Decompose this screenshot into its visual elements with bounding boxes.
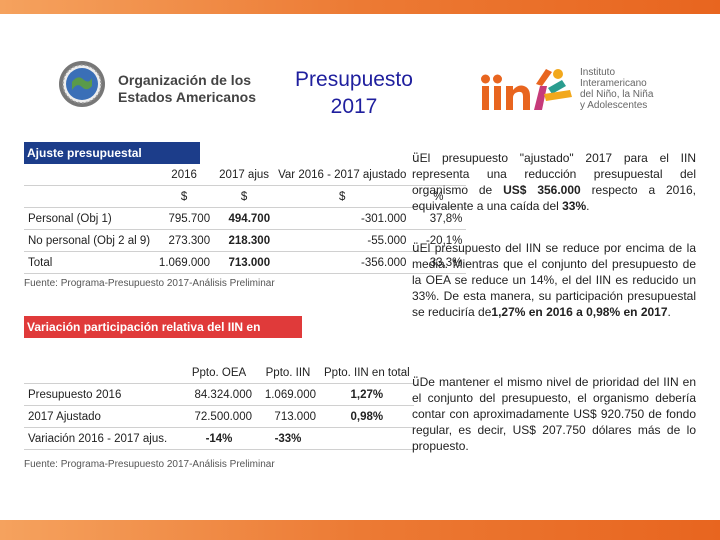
table-cell: 72.500.000 — [182, 405, 256, 428]
table-cell: 218.300 — [214, 229, 275, 252]
table-row: 2017 Ajustado 72.500.000 713.000 0,98% — [24, 405, 414, 428]
table-cell: $ — [274, 185, 411, 208]
iin-name-line: Instituto — [580, 67, 616, 78]
table-cell: 33,3% — [410, 251, 467, 274]
table-cell: 37,8% — [410, 207, 467, 230]
table-cell: -20,1% — [410, 229, 467, 252]
table-header-cell — [24, 362, 182, 384]
table-cell: Personal (Obj 1) — [24, 207, 155, 230]
table-cell: 273.300 — [154, 229, 215, 252]
iin-name-line: del Niño, la Niña — [580, 89, 654, 100]
table-header-cell: 2016 — [154, 164, 215, 186]
table-cell: 0,98% — [320, 405, 414, 428]
bullet-bold-text: 1,27% en 2016 a 0,98% en 2017 — [491, 305, 668, 319]
table-cell: % — [410, 185, 467, 208]
iin-logo — [481, 69, 572, 110]
table1-title: Ajuste presupuestal propuesto — [24, 142, 200, 182]
table2-source: Fuente: Programa-Presupuesto 2017-Anális… — [24, 459, 275, 470]
iin-name-line: Interamericano — [580, 78, 647, 89]
budget-adjustment-table: 2016 2017 ajus Var 2016 - 2017 ajustado … — [24, 164, 467, 274]
table-header-cell: Ppto. IIN en total — [320, 362, 414, 384]
title-line2: 2017 — [330, 95, 378, 118]
bullet-bold-text: US$ 356.000 — [503, 183, 581, 197]
table-cell: Presupuesto 2016 — [24, 383, 182, 406]
table-header-row: 2016 2017 ajus Var 2016 - 2017 ajustado — [24, 164, 467, 186]
table-cell: -356.000 — [274, 251, 411, 274]
bullet-point-2: üEl presupuesto del IIN se reduce por en… — [412, 240, 696, 320]
table-header-cell: Var 2016 - 2017 ajustado — [274, 164, 411, 186]
iin-name-line: y Adolescentes — [580, 100, 648, 111]
table-cell: Variación 2016 - 2017 ajus. — [24, 427, 182, 450]
bullet-text: . — [586, 199, 590, 213]
bullet-bold-text: 33% — [562, 199, 587, 213]
table-cell: 713.000 — [256, 405, 320, 428]
table-row: Presupuesto 2016 84.324.000 1.069.000 1,… — [24, 383, 414, 406]
bullet-text: De mantener el mismo nivel de prioridad … — [412, 375, 696, 453]
table-row: Total 1.069.000 713.000 -356.000 33,3% — [24, 251, 467, 274]
table-row: No personal (Obj 2 al 9) 273.300 218.300… — [24, 229, 467, 252]
table-cell: 1.069.000 — [154, 251, 215, 274]
table-cell: 795.700 — [154, 207, 215, 230]
bullet-text: respecto a 2016, equivalente a una caída… — [412, 183, 697, 213]
table-cell: $ — [214, 185, 275, 208]
oea-seal-logo — [59, 61, 105, 107]
check-icon: ü — [412, 151, 420, 165]
table-cell: No personal (Obj 2 al 9) — [24, 229, 155, 252]
table-header-cell: 2017 ajus — [214, 164, 275, 186]
table-header-cell — [410, 164, 467, 186]
bullet-text: El presupuesto "ajustado" 2017 para el I… — [412, 151, 696, 197]
table-cell: -301.000 — [274, 207, 411, 230]
table-row: Variación 2016 - 2017 ajus. -14% -33% — [24, 427, 414, 450]
table-cell: 84.324.000 — [182, 383, 256, 406]
table-row: Personal (Obj 1) 795.700 494.700 -301.00… — [24, 207, 467, 230]
table-header-cell: Ppto. IIN — [256, 362, 320, 384]
table-cell — [320, 427, 414, 450]
table-cell: 2017 Ajustado — [24, 405, 182, 428]
oea-name: Organización de los Estados Americanos — [118, 72, 256, 106]
title-line1: Presupuesto — [295, 68, 413, 91]
table-header-row: Ppto. OEA Ppto. IIN Ppto. IIN en total — [24, 362, 414, 384]
table-cell: 494.700 — [214, 207, 275, 230]
table-cell: 1.069.000 — [256, 383, 320, 406]
iin-name: Instituto Interamericano del Niño, la Ni… — [580, 67, 653, 111]
bullet-point-1: üEl presupuesto "ajustado" 2017 para el … — [412, 150, 696, 214]
check-icon: ü — [412, 375, 420, 389]
table-cell: Total — [24, 251, 155, 274]
page-title: Presupuesto 2017 — [270, 66, 438, 120]
bullet-point-3: üDe mantener el mismo nivel de prioridad… — [412, 374, 696, 454]
table-cell: -55.000 — [274, 229, 411, 252]
table-header-cell: Ppto. OEA — [182, 362, 256, 384]
table1-source: Fuente: Programa-Presupuesto 2017-Anális… — [24, 278, 275, 289]
table-cell: 1,27% — [320, 383, 414, 406]
table-header-cell — [24, 164, 155, 186]
bullet-text: El presupuesto del IIN se reduce por enc… — [412, 241, 696, 319]
table-cell — [24, 185, 155, 208]
oea-name-line1: Organización de los — [118, 72, 252, 88]
bullet-text: . — [667, 305, 671, 319]
table-cell: -33% — [256, 427, 320, 450]
check-icon: ü — [412, 241, 420, 255]
oea-name-line2: Estados Americanos — [118, 89, 256, 105]
oea-participation-table: Ppto. OEA Ppto. IIN Ppto. IIN en total P… — [24, 362, 414, 450]
bottom-accent-bar — [0, 520, 720, 540]
table2-title: Variación participación relativa del IIN… — [24, 316, 302, 356]
table-cell: $ — [154, 185, 215, 208]
table-units-row: $ $ $ % — [24, 185, 467, 208]
table-cell: -14% — [182, 427, 256, 450]
table-cell: 713.000 — [214, 251, 275, 274]
top-accent-bar — [0, 0, 720, 14]
